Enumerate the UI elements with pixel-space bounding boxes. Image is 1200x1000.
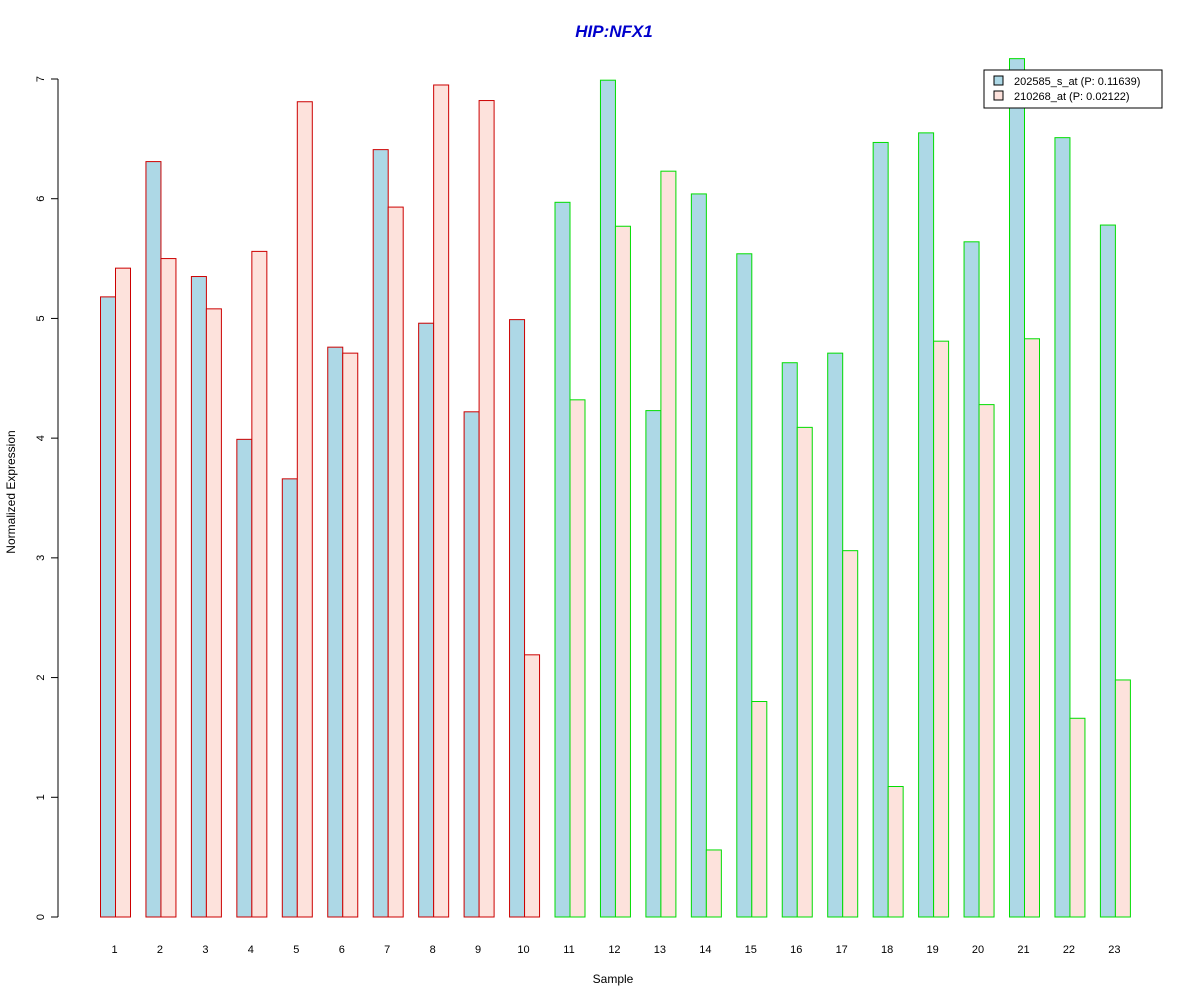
bar-sample-19-series-1 [918, 132, 935, 918]
x-axis-title: Sample [593, 972, 634, 986]
x-tick-label: 7 [384, 944, 390, 956]
x-axis-tick-labels: 1 2 3 4 5 6 7 8 9 10 11 12 13 14 15 16 17 18 19 20 21 22 23 [111, 944, 1120, 956]
bar-sample-17-series-1 [827, 352, 844, 918]
bar-sample-1-series-1 [100, 296, 116, 918]
x-tick-label: 20 [972, 944, 984, 956]
x-tick-label: 15 [745, 944, 757, 956]
y-tick-label: 3 [35, 555, 47, 561]
bar-sample-7-series-1 [372, 149, 389, 918]
bar-sample-13-series-2 [660, 170, 677, 918]
y-tick-label: 1 [35, 794, 47, 800]
bar-sample-8-series-2 [433, 84, 450, 918]
y-tick-label: 2 [35, 675, 47, 681]
bar-sample-6-series-2 [342, 352, 359, 918]
bar-sample-12-series-1 [599, 79, 616, 918]
x-tick-label: 1 [111, 944, 117, 956]
bar-sample-18-series-1 [872, 141, 889, 918]
x-tick-label: 10 [517, 944, 529, 956]
bars [100, 58, 1131, 918]
y-axis-title: Normalized Expression [4, 430, 18, 553]
y-tick-label: 5 [35, 315, 47, 321]
x-tick-label: 14 [699, 944, 711, 956]
bar-sample-21-series-1 [1009, 58, 1025, 918]
bar-sample-1-series-2 [115, 267, 131, 918]
bar-sample-9-series-1 [463, 411, 480, 918]
bar-sample-11-series-1 [554, 201, 571, 918]
y-tick-label: 7 [35, 76, 47, 82]
bar-sample-11-series-2 [569, 399, 586, 918]
bar-sample-16-series-2 [796, 426, 813, 918]
bar-sample-8-series-1 [418, 322, 435, 918]
x-tick-label: 3 [202, 944, 208, 956]
legend-swatch-202585 [993, 75, 1004, 86]
x-tick-label: 16 [790, 944, 802, 956]
bar-sample-17-series-2 [842, 550, 859, 918]
bar-sample-10-series-1 [509, 319, 526, 918]
bar-sample-10-series-2 [524, 654, 541, 918]
bar-sample-4-series-1 [236, 438, 253, 918]
bar-sample-22-series-1 [1054, 137, 1071, 918]
y-axis: 0 1 2 3 4 5 6 7 [35, 76, 59, 920]
x-tick-label: 8 [430, 944, 436, 956]
y-tick-label: 6 [35, 196, 47, 202]
bar-sample-14-series-2 [705, 849, 722, 918]
legend: 202585_s_at (P: 0.11639) 210268_at (P: 0… [983, 69, 1163, 109]
x-tick-label: 11 [563, 944, 574, 956]
bar-sample-23-series-2 [1114, 679, 1131, 918]
bar-sample-4-series-2 [251, 250, 268, 918]
bar-sample-3-series-2 [205, 308, 222, 918]
bar-sample-5-series-1 [281, 478, 298, 918]
bar-sample-14-series-1 [690, 193, 707, 918]
bar-sample-2-series-1 [145, 161, 162, 918]
bar-sample-9-series-2 [478, 100, 495, 918]
x-tick-label: 6 [339, 944, 345, 956]
bar-sample-6-series-1 [327, 346, 344, 918]
bar-sample-7-series-2 [387, 206, 404, 918]
bar-sample-21-series-2 [1024, 338, 1040, 918]
bar-sample-20-series-1 [963, 241, 980, 918]
bar-sample-5-series-2 [296, 101, 313, 918]
legend-label-202585: 202585_s_at (P: 0.11639) [1014, 76, 1140, 88]
bar-sample-19-series-2 [933, 340, 950, 918]
x-tick-label: 9 [475, 944, 481, 956]
y-tick-label: 4 [35, 435, 47, 441]
bar-sample-20-series-2 [978, 404, 995, 918]
x-tick-label: 21 [1017, 944, 1029, 956]
x-tick-label: 12 [608, 944, 620, 956]
bar-sample-13-series-1 [645, 410, 662, 918]
legend-swatch-210268 [993, 90, 1004, 101]
legend-label-210268: 210268_at (P: 0.02122) [1014, 91, 1130, 103]
x-tick-label: 13 [654, 944, 666, 956]
x-tick-label: 17 [836, 944, 848, 956]
bar-sample-22-series-2 [1069, 717, 1086, 918]
x-tick-label: 2 [157, 944, 163, 956]
bar-sample-2-series-2 [160, 258, 177, 918]
y-tick-label: 0 [35, 914, 47, 920]
legend-box [983, 69, 1163, 109]
x-tick-label: 22 [1063, 944, 1075, 956]
bar-sample-18-series-2 [887, 786, 904, 918]
bar-sample-23-series-1 [1099, 224, 1116, 918]
x-tick-label: 18 [881, 944, 893, 956]
x-tick-label: 19 [926, 944, 938, 956]
x-tick-label: 23 [1108, 944, 1120, 956]
chart-title: HIP:NFX1 [575, 22, 652, 41]
bar-sample-12-series-2 [614, 225, 631, 918]
x-tick-label: 5 [293, 944, 299, 956]
x-tick-label: 4 [248, 944, 254, 956]
bar-sample-15-series-2 [751, 701, 768, 918]
bar-sample-15-series-1 [736, 253, 753, 918]
bar-sample-3-series-1 [190, 276, 207, 918]
bar-sample-16-series-1 [781, 362, 798, 918]
